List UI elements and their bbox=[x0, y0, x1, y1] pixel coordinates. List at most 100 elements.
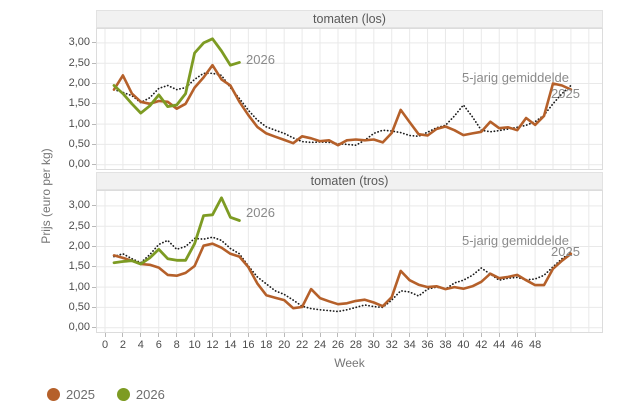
y-tick-label: 0,50 bbox=[68, 300, 90, 313]
x-tick-label: 0 bbox=[101, 339, 109, 351]
panel-title-tros-text: tomaten (tros) bbox=[310, 174, 389, 188]
legend-swatch-icon bbox=[116, 388, 130, 401]
x-tick-mark bbox=[229, 333, 231, 337]
y-tick-mark bbox=[92, 327, 96, 329]
x-tick-label: 48 bbox=[528, 339, 542, 351]
x-tick-label: 36 bbox=[421, 339, 434, 351]
y-tick-mark bbox=[92, 42, 96, 44]
x-tick-mark bbox=[194, 333, 196, 337]
x-tick-label: 38 bbox=[439, 339, 452, 351]
x-tick-mark bbox=[391, 333, 393, 337]
x-tick-mark bbox=[140, 333, 142, 337]
series-line-2026 bbox=[112, 37, 241, 115]
x-tick-label: 10 bbox=[188, 339, 201, 351]
annotation-2026: 2026 bbox=[246, 205, 275, 220]
x-tick-label: 22 bbox=[295, 339, 309, 351]
plot-border bbox=[96, 190, 603, 333]
tros-plot[interactable] bbox=[96, 190, 603, 333]
y-tick-label: 2,50 bbox=[68, 219, 90, 232]
y-tick-label: 3,00 bbox=[68, 36, 90, 49]
series-line-2025 bbox=[112, 242, 573, 310]
annotation-5-jarig-gemiddelde: 5-jarig gemiddelde bbox=[462, 70, 569, 85]
x-axis-title: Week bbox=[334, 356, 365, 370]
y-tick-mark bbox=[92, 225, 96, 227]
x-tick-mark bbox=[534, 333, 536, 337]
annotation-2025: 2025 bbox=[551, 86, 580, 101]
x-tick-label: 46 bbox=[511, 339, 524, 351]
y-tick-label: 0,50 bbox=[68, 137, 90, 150]
chart-legend: 2025 2026 bbox=[47, 387, 165, 402]
y-tick-mark bbox=[92, 246, 96, 247]
y-axis-title: Prijs (euro per kg) bbox=[39, 148, 53, 244]
y-tick-mark bbox=[92, 205, 96, 207]
y-tick-mark bbox=[92, 164, 96, 166]
y-tick-mark bbox=[92, 266, 96, 268]
x-tick-mark bbox=[301, 333, 303, 337]
annotation-2026: 2026 bbox=[246, 52, 275, 67]
legend-swatch-icon bbox=[47, 388, 60, 401]
series-line-2025 bbox=[112, 63, 573, 147]
x-tick-label: 40 bbox=[457, 339, 470, 351]
plot-border bbox=[96, 28, 603, 170]
x-tick-label: 18 bbox=[260, 339, 273, 351]
y-tick-label: 0,00 bbox=[68, 158, 90, 171]
y-tick-mark bbox=[92, 123, 96, 125]
x-tick-mark bbox=[176, 333, 178, 337]
y-tick-label: 1,50 bbox=[68, 260, 90, 273]
x-tick-mark bbox=[212, 333, 214, 337]
panel-title-los: tomaten (los) bbox=[96, 10, 603, 28]
panel-title-los-text: tomaten (los) bbox=[313, 12, 386, 26]
x-tick-mark bbox=[427, 333, 429, 337]
annotation-5-jarig-gemiddelde: 5-jarig gemiddelde bbox=[462, 233, 569, 248]
legend-item-2026[interactable]: 2026 bbox=[116, 387, 165, 402]
y-tick-mark bbox=[92, 306, 96, 308]
y-tick-mark bbox=[92, 62, 96, 64]
x-tick-label: 30 bbox=[367, 339, 380, 351]
y-tick-label: 1,50 bbox=[68, 97, 90, 110]
x-tick-mark bbox=[319, 333, 321, 337]
legend-item-2025[interactable]: 2025 bbox=[47, 387, 95, 402]
x-tick-mark bbox=[355, 333, 357, 337]
x-tick-mark bbox=[337, 333, 339, 337]
x-tick-label: 2 bbox=[119, 339, 126, 351]
y-tick-label: 2,00 bbox=[68, 240, 90, 252]
y-tick-label: 3,00 bbox=[68, 199, 90, 212]
x-tick-label: 12 bbox=[206, 339, 219, 351]
x-tick-mark bbox=[462, 333, 464, 337]
x-tick-mark bbox=[158, 333, 160, 337]
x-tick-label: 28 bbox=[349, 339, 362, 351]
y-tick-mark bbox=[92, 286, 96, 288]
x-tick-mark bbox=[516, 333, 518, 337]
x-tick-mark bbox=[373, 333, 375, 337]
x-tick-label: 34 bbox=[403, 339, 416, 351]
x-tick-mark bbox=[122, 333, 124, 337]
x-tick-mark bbox=[444, 333, 446, 337]
y-tick-label: 0,00 bbox=[68, 321, 90, 334]
x-tick-label: 42 bbox=[475, 339, 488, 351]
y-tick-label: 1,00 bbox=[68, 117, 90, 130]
los-plot[interactable] bbox=[96, 28, 603, 170]
y-tick-label: 2,00 bbox=[68, 77, 90, 89]
x-tick-label: 26 bbox=[331, 339, 345, 351]
x-tick-label: 6 bbox=[155, 339, 162, 351]
y-tick-mark bbox=[92, 103, 96, 105]
x-tick-label: 24 bbox=[313, 339, 327, 351]
x-tick-label: 14 bbox=[224, 339, 237, 351]
series-line-2026 bbox=[112, 196, 241, 266]
y-tick-label: 2,50 bbox=[68, 56, 90, 69]
panel-title-tros: tomaten (tros) bbox=[96, 172, 603, 190]
legend-label: 2025 bbox=[66, 387, 95, 402]
annotation-2025: 2025 bbox=[551, 244, 580, 259]
legend-label: 2026 bbox=[135, 387, 165, 402]
x-tick-label: 8 bbox=[173, 339, 180, 351]
x-tick-mark bbox=[283, 333, 285, 337]
x-tick-mark bbox=[104, 333, 106, 337]
x-tick-mark bbox=[247, 333, 249, 337]
x-tick-mark bbox=[409, 333, 411, 337]
x-tick-label: 16 bbox=[242, 339, 255, 351]
x-tick-label: 32 bbox=[385, 339, 398, 351]
x-tick-label: 44 bbox=[493, 339, 506, 351]
x-tick-label: 4 bbox=[137, 339, 144, 351]
y-tick-mark bbox=[92, 83, 96, 84]
